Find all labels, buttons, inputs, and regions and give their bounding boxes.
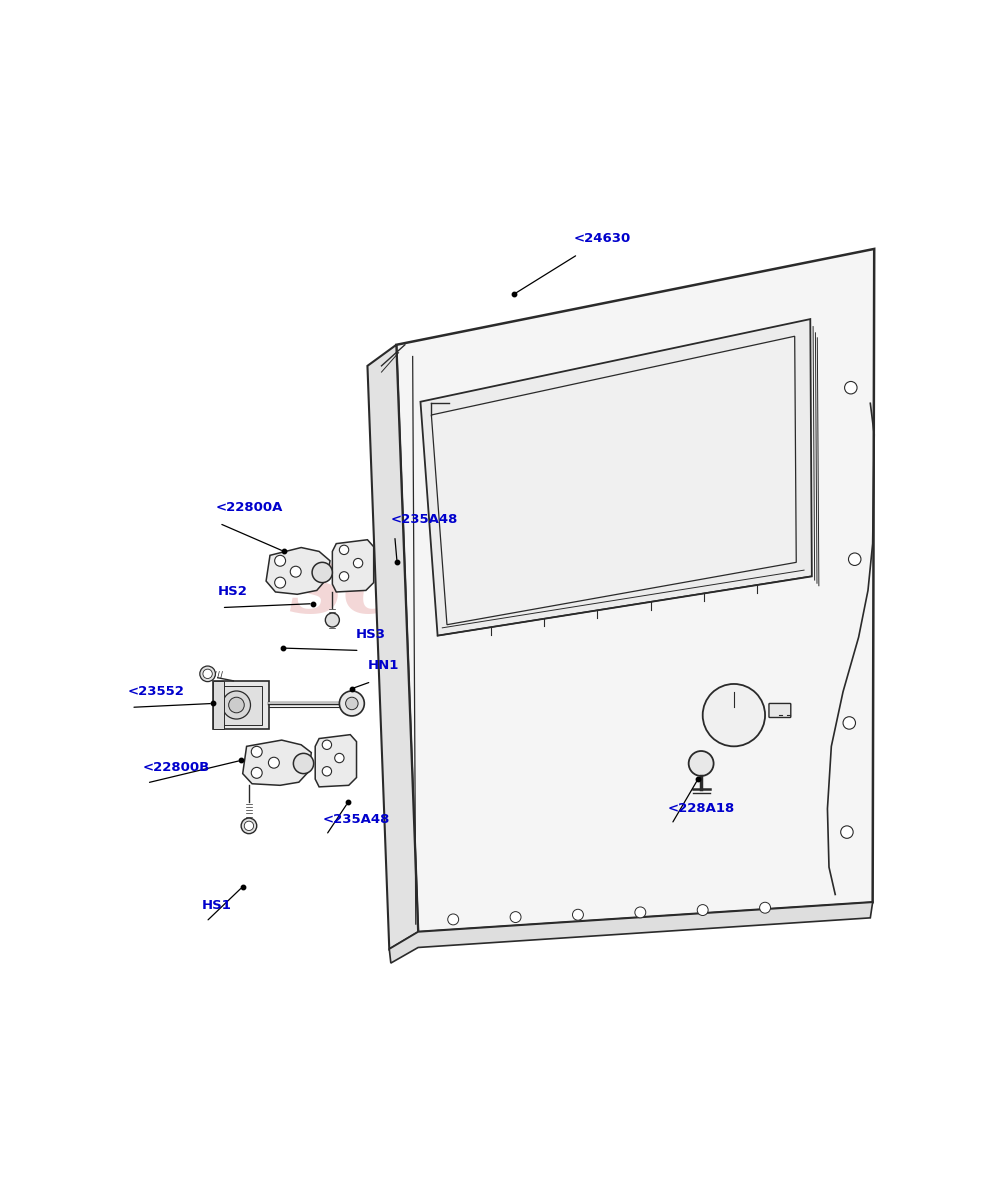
Circle shape	[346, 697, 358, 709]
Circle shape	[572, 910, 583, 920]
Circle shape	[200, 666, 215, 682]
Circle shape	[203, 670, 212, 678]
Circle shape	[228, 697, 244, 713]
Text: <24630: <24630	[574, 232, 632, 245]
Polygon shape	[396, 248, 874, 932]
Circle shape	[252, 746, 263, 757]
Polygon shape	[421, 319, 812, 636]
Bar	[581, 610, 613, 641]
FancyBboxPatch shape	[213, 680, 270, 730]
Text: <22800A: <22800A	[215, 502, 283, 514]
Text: <23552: <23552	[128, 685, 184, 698]
Bar	[706, 610, 737, 641]
Bar	[581, 734, 613, 766]
FancyBboxPatch shape	[213, 680, 224, 730]
Circle shape	[322, 767, 332, 776]
Polygon shape	[367, 344, 418, 949]
Text: c a r  p a r t s: c a r p a r t s	[394, 636, 637, 670]
Circle shape	[697, 905, 708, 916]
Polygon shape	[242, 740, 311, 785]
Bar	[644, 734, 675, 766]
Circle shape	[448, 914, 459, 925]
Circle shape	[252, 767, 263, 779]
Bar	[644, 610, 675, 641]
Polygon shape	[266, 547, 330, 594]
Circle shape	[291, 566, 301, 577]
Circle shape	[222, 691, 250, 719]
Text: HS3: HS3	[356, 628, 385, 641]
Circle shape	[312, 563, 332, 583]
Circle shape	[339, 691, 364, 716]
Circle shape	[322, 740, 332, 750]
Bar	[675, 641, 706, 672]
Bar	[613, 703, 644, 734]
Circle shape	[510, 912, 521, 923]
Polygon shape	[432, 336, 797, 625]
Circle shape	[635, 907, 646, 918]
FancyBboxPatch shape	[769, 703, 791, 718]
Circle shape	[294, 754, 314, 774]
Bar	[613, 641, 644, 672]
Text: <228A18: <228A18	[668, 802, 734, 815]
Bar	[581, 672, 613, 703]
Polygon shape	[332, 540, 373, 592]
Polygon shape	[389, 902, 872, 964]
Bar	[644, 672, 675, 703]
Bar	[706, 672, 737, 703]
Text: <235A48: <235A48	[322, 812, 389, 826]
FancyBboxPatch shape	[219, 685, 263, 725]
Circle shape	[689, 751, 713, 776]
Circle shape	[843, 716, 855, 730]
Circle shape	[335, 754, 344, 763]
Text: HN1: HN1	[367, 659, 398, 672]
Text: HS2: HS2	[217, 586, 247, 599]
Circle shape	[702, 684, 765, 746]
Text: <235A48: <235A48	[390, 514, 458, 527]
Circle shape	[269, 757, 280, 768]
Bar	[706, 734, 737, 766]
Circle shape	[339, 571, 349, 581]
Text: scuderia: scuderia	[290, 541, 741, 631]
Polygon shape	[315, 734, 356, 787]
Circle shape	[339, 545, 349, 554]
Circle shape	[244, 821, 254, 830]
Circle shape	[325, 613, 339, 628]
Text: HS1: HS1	[202, 900, 232, 912]
Circle shape	[275, 577, 286, 588]
Circle shape	[275, 556, 286, 566]
Text: <22800B: <22800B	[143, 761, 210, 774]
Circle shape	[760, 902, 771, 913]
Circle shape	[841, 826, 853, 839]
Bar	[675, 703, 706, 734]
Circle shape	[848, 553, 861, 565]
Circle shape	[845, 382, 857, 394]
Circle shape	[241, 818, 257, 834]
Circle shape	[353, 558, 363, 568]
